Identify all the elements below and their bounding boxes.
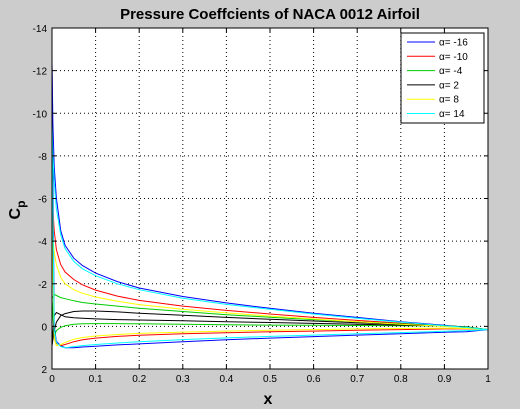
y-tick-label: 2 (41, 365, 47, 376)
y-tick-label: -14 (33, 24, 48, 35)
x-tick-label: 0.1 (89, 374, 103, 385)
series-surface-line (51, 187, 489, 347)
legend-entry-label: α= 2 (439, 80, 459, 91)
axis-ticks: 0 0.1 0.2 0.3 0.4 0.5 0.6 0.7 0.8 0.9 1 -14 -12 -10 -8… (33, 24, 492, 385)
x-tick-label: 0.5 (263, 374, 277, 385)
x-tick-label: 0.9 (437, 374, 451, 385)
x-tick-label: 0 (49, 374, 55, 385)
chart-title: Pressure Coeffcients of NACA 0012 Airfoi… (120, 6, 420, 23)
legend-entry-label: α= -4 (439, 66, 463, 77)
series-lines (51, 62, 489, 349)
series-surface-line (51, 123, 489, 331)
x-tick-label: 0.2 (132, 374, 146, 385)
y-tick-label: -2 (38, 280, 47, 291)
series-surface-line (51, 187, 489, 331)
y-tick-label: -6 (38, 195, 47, 206)
y-axis-label: Cp (7, 201, 28, 220)
x-tick-label: 0.4 (219, 374, 233, 385)
y-tick-label: -10 (33, 109, 48, 120)
x-tick-label: 0.8 (394, 374, 408, 385)
y-tick-label: -4 (38, 237, 47, 248)
y-axis-label-main: C (7, 207, 24, 219)
x-tick-label: 0.7 (350, 374, 364, 385)
legend-entry-label: α= 8 (439, 95, 459, 106)
series-line (51, 123, 489, 349)
svg-text:Cp: Cp (7, 201, 28, 220)
series-surface-line (51, 219, 489, 347)
series-surface-line (51, 123, 489, 349)
y-tick-label: 0 (41, 322, 47, 333)
series-surface-line (51, 311, 489, 346)
series-surface-line (51, 219, 489, 331)
series-surface-line (51, 298, 489, 338)
x-axis-label: x (264, 391, 273, 408)
legend-entry-label: α= 14 (439, 109, 465, 120)
x-tick-label: 0.6 (307, 374, 321, 385)
legend-entry-label: α= -10 (439, 52, 468, 63)
x-tick-label: 0.3 (176, 374, 190, 385)
y-tick-label: -8 (38, 152, 47, 163)
y-tick-label: -12 (33, 67, 48, 78)
x-tick-label: 1 (485, 374, 491, 385)
series-line (51, 187, 489, 347)
legend-entry-label: α= -16 (439, 38, 468, 49)
y-axis-label-subscript: p (14, 201, 28, 208)
series-line (51, 219, 489, 347)
legend: α= -16 α= -10 α= -4 α= 2 α= 8 α= 14 (400, 32, 485, 124)
legend-box (400, 32, 485, 124)
